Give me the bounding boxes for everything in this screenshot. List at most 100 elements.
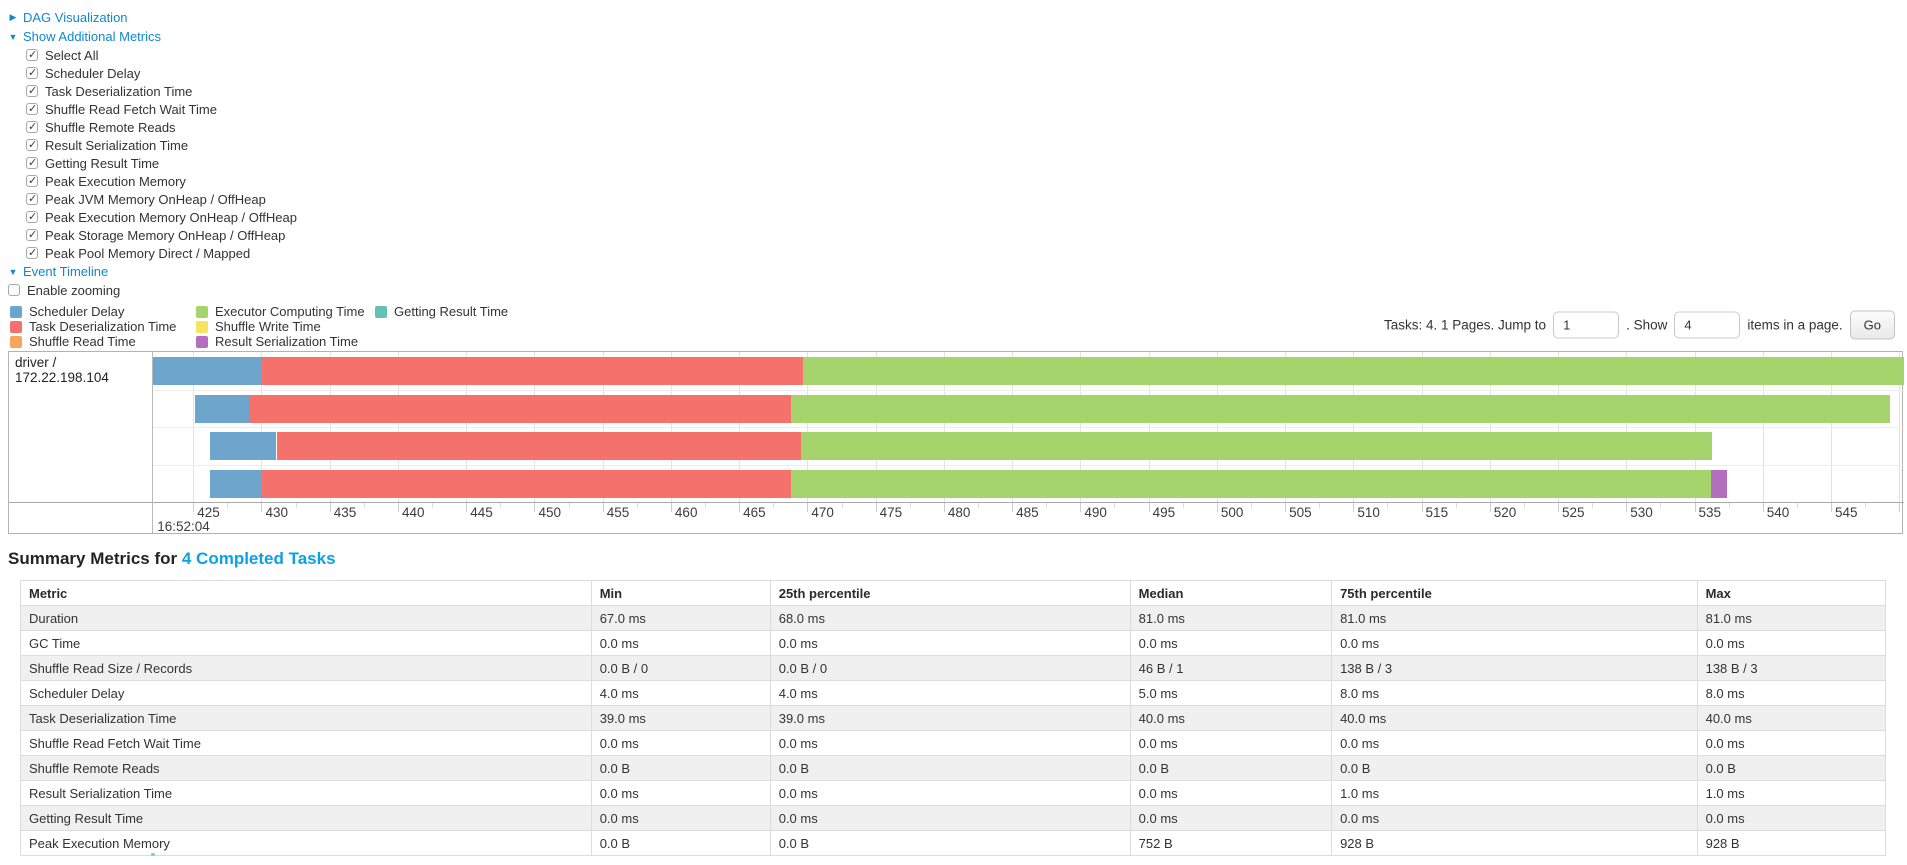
axis-tick-label: 550 <box>1899 505 1904 520</box>
table-row-shuffle-remote-reads: Shuffle Remote Reads 0.0 B 0.0 B 0.0 B 0.0 B… <box>20 755 1887 781</box>
axis-tick-label: 465 <box>743 505 766 520</box>
dag-visualization-toggle[interactable]: ▶ DAG Visualization <box>8 8 1907 27</box>
axis-minor-tick-mark <box>295 503 297 508</box>
value-cell: 46 B / 1 <box>1129 655 1333 681</box>
value-cell: 40.0 ms <box>1129 705 1333 731</box>
axis-minor-tick-mark <box>705 503 707 508</box>
metric-checkbox-row: Scheduler Delay <box>8 64 1907 82</box>
timeline-legend-column-3: Getting Result Time <box>375 304 508 319</box>
axis-tick-label: 535 <box>1698 505 1722 520</box>
axis-minor-tick-mark <box>841 503 843 508</box>
task-segment-result_serialization[interactable] <box>1710 469 1728 498</box>
value-cell: 40.0 ms <box>1696 705 1887 731</box>
task-segment-executor_computing[interactable] <box>800 432 1713 460</box>
task-segment-task_deserialization[interactable] <box>249 394 792 423</box>
task-segment-task_deserialization[interactable] <box>261 357 804 385</box>
items-per-page-input[interactable] <box>1674 311 1741 339</box>
jump-to-page-input[interactable] <box>1553 311 1620 339</box>
task-segment-scheduler_delay[interactable] <box>153 357 262 385</box>
legend-item-scheduler-delay: Scheduler Delay <box>10 304 176 319</box>
metric-cell: GC Time <box>20 630 592 656</box>
metric-checkbox-row: Peak Execution Memory OnHeap / OffHeap <box>8 208 1907 226</box>
task-segment-executor_computing[interactable] <box>803 357 1904 385</box>
value-cell: 39.0 ms <box>590 705 771 731</box>
axis-tick-label: 470 <box>811 505 834 520</box>
metric-checkbox-select-all[interactable] <box>26 48 38 61</box>
metric-checkbox-peak-execution-memory[interactable] <box>26 174 38 187</box>
task-segment-executor_computing[interactable] <box>791 394 1890 423</box>
metric-checkbox-list: Select All Scheduler Delay Task Deserializ… <box>8 46 1907 262</box>
table-row-shuffle-read-fetch-wait-time: Shuffle Read Fetch Wait Time 0.0 ms 0.0 ms… <box>20 730 1887 756</box>
axis-minor-tick-mark <box>1728 503 1730 508</box>
value-cell: 0.0 ms <box>769 805 1131 831</box>
task-segment-scheduler_delay[interactable] <box>194 394 250 423</box>
task-segment-task_deserialization[interactable] <box>261 469 791 498</box>
task-segment-task_deserialization[interactable] <box>276 432 801 460</box>
legend-label: Getting Result Time <box>394 304 509 319</box>
legend-label: Shuffle Read Time <box>29 334 136 349</box>
timeline-row-divider <box>153 464 1904 466</box>
metric-checkbox-result-serialization-time[interactable] <box>26 138 38 151</box>
column-header-max: Max <box>1696 580 1887 606</box>
legend-swatch-executor_computing <box>196 305 208 318</box>
tasks-page-summary: Tasks: 4. 1 Pages. Jump to <box>1383 317 1547 333</box>
metric-checkbox-peak-jvm-memory-onheap-offheap[interactable] <box>26 192 38 205</box>
table-row-result-serialization-time: Result Serialization Time 0.0 ms 0.0 ms 0.0… <box>20 780 1887 806</box>
expanded-arrow-icon: ▼ <box>8 266 18 277</box>
axis-tick-mark <box>1285 503 1287 512</box>
metric-checkbox-peak-storage-memory-onheap-offheap[interactable] <box>26 228 38 241</box>
axis-minor-tick-mark <box>1250 503 1252 508</box>
completed-tasks-link[interactable]: 4 Completed Tasks <box>181 549 336 568</box>
axis-minor-tick-mark <box>1114 503 1116 508</box>
metric-checkbox-shuffle-read-fetch-wait-time[interactable] <box>26 102 38 115</box>
value-cell: 138 B / 3 <box>1331 655 1698 681</box>
axis-tick-mark <box>875 503 877 512</box>
show-additional-metrics-toggle[interactable]: ▼ Show Additional Metrics <box>8 27 1907 46</box>
legend-swatch-shuffle_write <box>196 320 208 333</box>
value-cell: 4.0 ms <box>590 680 771 706</box>
axis-tick-label: 540 <box>1766 505 1790 520</box>
table-row-peak-execution-memory: Peak Execution Memory 0.0 B 0.0 B 752 B 928 … <box>20 830 1887 856</box>
summary-metrics-table: Metric Min 25th percentile Median 75th perce… <box>20 580 1887 856</box>
legend-swatch-scheduler_delay <box>10 305 22 318</box>
axis-tick-label: 455 <box>606 505 630 520</box>
task-segment-scheduler_delay[interactable] <box>209 469 262 498</box>
task-segment-scheduler_delay[interactable] <box>209 432 277 460</box>
metric-checkbox-task-deserialization-time[interactable] <box>26 84 38 97</box>
event-timeline-toggle[interactable]: ▼ Event Timeline <box>8 262 1907 281</box>
axis-tick-label: 450 <box>538 505 561 520</box>
table-row-getting-result-time: Getting Result Time 0.0 ms 0.0 ms 0.0 ms 0.0… <box>20 805 1887 831</box>
value-cell: 40.0 ms <box>1331 705 1698 731</box>
value-cell: 0.0 B <box>1331 755 1698 781</box>
metric-checkbox-label: Peak Pool Memory Direct / Mapped <box>45 245 251 261</box>
value-cell: 0.0 B <box>1696 755 1887 781</box>
value-cell: 39.0 ms <box>769 705 1131 731</box>
axis-tick-mark <box>329 503 331 512</box>
metric-cell: Peak Execution Memory <box>20 830 592 856</box>
metric-checkbox-peak-execution-memory-onheap-offheap[interactable] <box>26 210 38 223</box>
value-cell: 928 B <box>1696 830 1887 856</box>
items-in-page-label: items in a page. <box>1747 317 1843 333</box>
metric-checkbox-getting-result-time[interactable] <box>26 156 38 169</box>
legend-label: Result Serialization Time <box>215 334 359 349</box>
metric-checkbox-scheduler-delay[interactable] <box>26 66 38 79</box>
event-timeline-chart: driver / 172.22.198.104 425 430 435 440 445 4… <box>8 351 1904 534</box>
metric-cell: Shuffle Read Size / Records <box>20 655 592 681</box>
metric-checkbox-peak-pool-memory-direct-mapped[interactable] <box>26 246 38 259</box>
task-segment-executor_computing[interactable] <box>791 469 1711 498</box>
value-cell: 4.0 ms <box>769 680 1131 706</box>
axis-tick-label: 520 <box>1493 505 1517 520</box>
axis-minor-tick-mark <box>500 503 502 508</box>
axis-tick-label: 475 <box>879 505 903 520</box>
axis-tick-mark <box>1216 503 1218 512</box>
axis-minor-tick-mark <box>978 503 979 508</box>
metric-checkbox-label: Shuffle Remote Reads <box>45 119 176 135</box>
metric-checkbox-shuffle-remote-reads[interactable] <box>26 120 38 133</box>
timeline-row-divider <box>153 389 1904 391</box>
go-button[interactable]: Go <box>1849 310 1895 340</box>
metric-checkbox-row: Peak Storage Memory OnHeap / OffHeap <box>8 226 1907 244</box>
axis-tick-label: 430 <box>265 505 289 520</box>
enable-zooming-checkbox[interactable] <box>8 284 20 296</box>
axis-tick-label: 435 <box>333 505 357 520</box>
value-cell: 0.0 ms <box>590 805 771 831</box>
